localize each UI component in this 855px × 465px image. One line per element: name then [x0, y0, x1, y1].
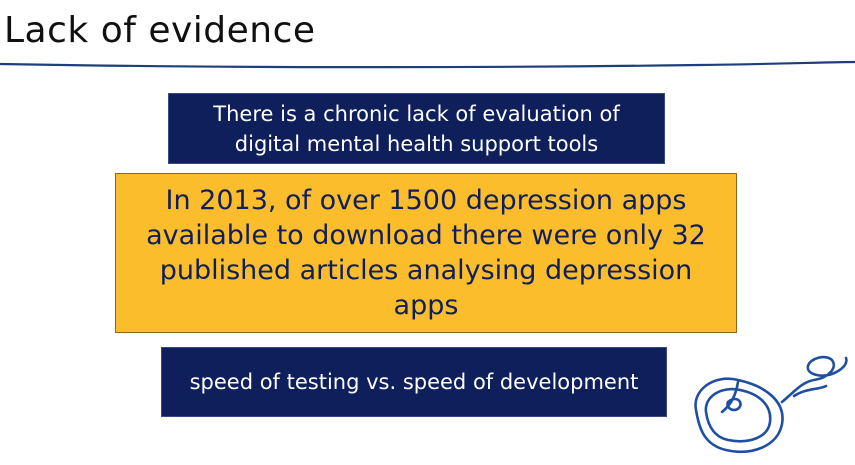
- chronic-lack-box: There is a chronic lack of evaluation of…: [168, 93, 665, 164]
- title-underline: [0, 60, 855, 69]
- statistic-box: In 2013, of over 1500 depression apps av…: [115, 173, 737, 333]
- statistic-text: In 2013, of over 1500 depression apps av…: [146, 185, 706, 321]
- computer-mouse-icon: [694, 355, 848, 453]
- speed-box: speed of testing vs. speed of developmen…: [161, 347, 667, 417]
- chronic-lack-text: There is a chronic lack of evaluation of…: [213, 101, 620, 156]
- slide-title: Lack of evidence: [4, 10, 316, 51]
- speed-text: speed of testing vs. speed of developmen…: [189, 370, 639, 394]
